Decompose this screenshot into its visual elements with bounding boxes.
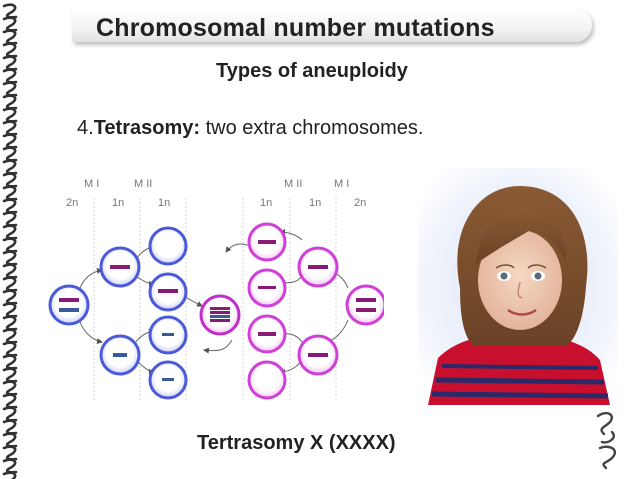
- cell-1n-male-bottom: [99, 334, 141, 376]
- spiral-coil: [2, 341, 18, 357]
- label-left-1n-b: 1n: [158, 197, 170, 209]
- gamete-male-a: [148, 315, 188, 355]
- label-left-1n-a: 1n: [112, 197, 124, 209]
- gamete-female-b: [247, 268, 287, 308]
- spiral-coil: [2, 432, 18, 448]
- spiral-coil: [2, 380, 18, 396]
- gamete-female-disomic: [247, 314, 287, 354]
- spiral-binding: [2, 3, 18, 479]
- cell-1n-female-top: [297, 246, 339, 288]
- label-left-2n: 2n: [66, 197, 78, 209]
- title-bar: Chromosomal number mutations: [72, 6, 612, 46]
- point-term: Tetrasomy:: [93, 117, 201, 139]
- spiral-coil: [2, 458, 18, 474]
- spiral-coil: [2, 107, 18, 123]
- spiral-coil: [2, 146, 18, 162]
- spiral-coil: [2, 263, 18, 279]
- spiral-coil: [2, 328, 18, 344]
- cell-2n-male: [48, 284, 90, 326]
- cell-2n-female: [345, 284, 384, 326]
- figure-caption: Tertrasomy X (XXXX): [197, 432, 396, 454]
- spiral-coil: [2, 445, 18, 461]
- label-right-2n: 2n: [354, 197, 366, 209]
- spiral-coil: [2, 211, 18, 227]
- arrow: [79, 268, 103, 289]
- label-right-mii: M II: [284, 178, 302, 190]
- spiral-coil: [2, 42, 18, 58]
- spiral-coil: [2, 81, 18, 97]
- label-left-mii: M II: [134, 178, 152, 190]
- spiral-coil: [2, 172, 18, 188]
- spiral-coil: [2, 198, 18, 214]
- zygote-tetrasomic: [199, 294, 241, 336]
- spiral-coil: [2, 133, 18, 149]
- gamete-female-a: [247, 222, 287, 262]
- label-right-1n-b: 1n: [309, 197, 321, 209]
- spiral-coil: [2, 29, 18, 45]
- spiral-coil: [2, 276, 18, 292]
- spiral-coil: [2, 367, 18, 383]
- spiral-coil: [2, 237, 18, 253]
- gamete-male-disomic: [148, 272, 188, 312]
- spiral-coil: [2, 94, 18, 110]
- spiral-coil: [2, 471, 17, 479]
- spiral-coil: [2, 419, 18, 435]
- spiral-coil: [2, 393, 18, 409]
- cell-1n-female-bottom: [297, 334, 339, 376]
- spiral-coil: [2, 159, 18, 175]
- slide-title: Chromosomal number mutations: [96, 14, 495, 42]
- spiral-coil: [2, 302, 18, 318]
- spiral-coil: [2, 3, 18, 19]
- title-band: [72, 8, 592, 42]
- label-right-mi: M I: [334, 178, 349, 190]
- spiral-coil: [2, 185, 18, 201]
- spiral-coil: [2, 289, 18, 305]
- point-number: 4.: [77, 117, 94, 139]
- bullet-point: 4.Tetrasomy: two extra chromosomes.: [77, 117, 423, 140]
- label-right-1n-a: 1n: [260, 197, 272, 209]
- patient-photo: [418, 168, 618, 405]
- nondisjunction-diagram: M I M II 2n 1n 1n M II M I 1n 1n 2n: [48, 178, 384, 400]
- spiral-coil: [2, 68, 18, 84]
- point-text: two extra chromosomes.: [200, 117, 424, 139]
- spiral-coil: [2, 224, 18, 240]
- spiral-coil: [2, 16, 18, 32]
- spiral-coil: [2, 315, 18, 331]
- label-left-mi: M I: [84, 178, 99, 190]
- arrow: [203, 339, 233, 354]
- arrow: [225, 243, 251, 253]
- gamete-male-b: [148, 360, 188, 400]
- gamete-female-empty: [247, 360, 287, 400]
- spiral-coil: [2, 55, 18, 71]
- slide-subtitle: Types of aneuploidy: [216, 60, 408, 82]
- spiral-coil: [2, 120, 18, 136]
- cell-1n-male-top: [99, 246, 141, 288]
- logo-icon: [596, 411, 617, 470]
- gamete-male-empty: [148, 226, 188, 266]
- spiral-coil: [2, 406, 18, 422]
- spiral-coil: [2, 354, 18, 370]
- spiral-coil: [2, 250, 18, 266]
- arrow: [79, 321, 103, 344]
